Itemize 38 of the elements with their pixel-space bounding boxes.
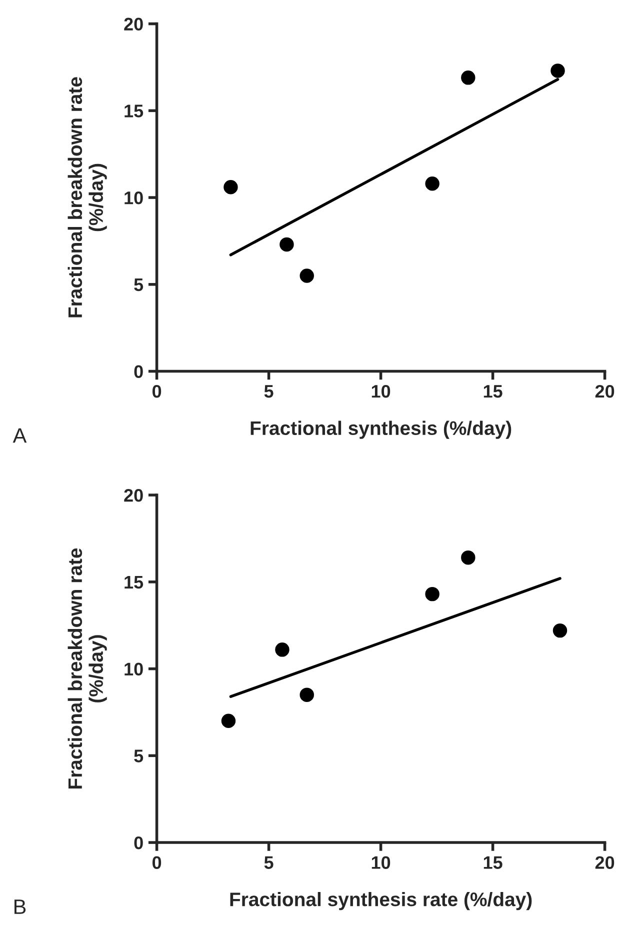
point bbox=[425, 176, 440, 191]
x-tick-label: 15 bbox=[484, 385, 502, 398]
x-axis-title: Fractional synthesis rate (%/day) bbox=[230, 892, 532, 910]
y-tick-label: 10 bbox=[124, 191, 143, 204]
y-tick-label: 0 bbox=[134, 836, 143, 850]
x-axis-title: Fractional synthesis (%/day) bbox=[250, 420, 512, 439]
y-tick-label: 5 bbox=[134, 750, 144, 762]
point bbox=[300, 688, 314, 702]
x-tick-label: 10 bbox=[372, 384, 390, 398]
point bbox=[461, 550, 476, 565]
y-tick-label: 20 bbox=[124, 18, 143, 31]
x-tick-label: 5 bbox=[264, 856, 274, 869]
point bbox=[224, 180, 238, 194]
point bbox=[550, 64, 565, 78]
x-tick-label: 15 bbox=[484, 856, 502, 869]
text: A bbox=[12, 428, 27, 443]
y-tick-label: 10 bbox=[124, 662, 143, 676]
x-tick-label: 5 bbox=[264, 385, 274, 398]
y-axis-title: Fractional breakdown rate (%/day) bbox=[68, 77, 107, 318]
point bbox=[461, 70, 476, 85]
y-tick-label: 5 bbox=[134, 278, 144, 292]
y-tick-label: 0 bbox=[134, 365, 143, 378]
x-tick-label: 0 bbox=[152, 856, 162, 869]
x-tick-label: 0 bbox=[152, 384, 162, 398]
point bbox=[425, 586, 440, 602]
point bbox=[221, 714, 236, 728]
x-tick-label: 20 bbox=[595, 384, 614, 398]
y-axis-title: Fractional breakdown rate (%/day) bbox=[68, 548, 107, 788]
y-tick-label: 15 bbox=[124, 104, 144, 118]
text: B bbox=[14, 900, 26, 914]
point bbox=[552, 623, 568, 638]
x-tick-label: 10 bbox=[372, 856, 390, 869]
point bbox=[280, 237, 294, 252]
point bbox=[300, 268, 314, 283]
point bbox=[275, 642, 290, 657]
x-tick-label: 20 bbox=[595, 856, 614, 869]
y-tick-label: 15 bbox=[124, 576, 144, 589]
y-tick-label: 20 bbox=[124, 488, 143, 502]
